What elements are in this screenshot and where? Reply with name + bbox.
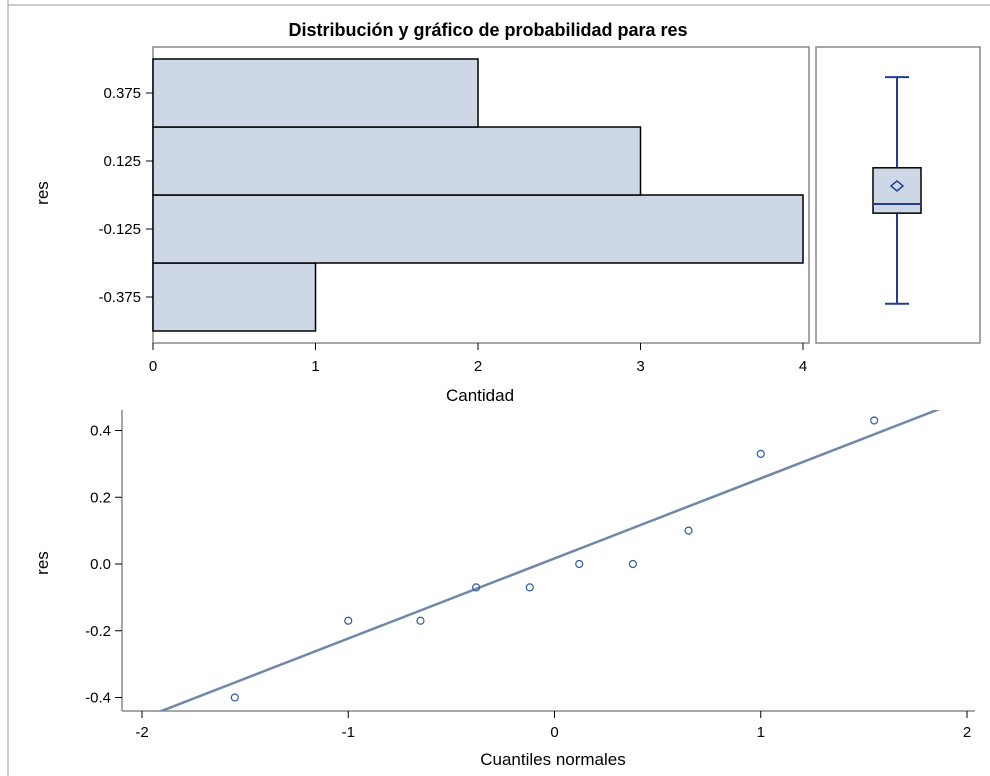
chart-title: Distribución y gráfico de probabilidad p…: [288, 20, 687, 40]
histogram-y-ticks: 0.375 0.125 -0.125 -0.375: [98, 85, 153, 306]
histogram-x-tick-label: 1: [311, 358, 319, 375]
probplot-point: [870, 416, 879, 425]
probplot-point: [684, 526, 693, 535]
boxplot-frame: [815, 46, 981, 344]
histogram-y-tick-label: -0.375: [98, 289, 141, 306]
histogram-x-tick-label: 4: [799, 358, 807, 375]
reference-line-group: [158, 410, 941, 711]
probplot-y-tick-label: 0.4: [90, 423, 111, 440]
probplot-y-tick-label: 0.2: [90, 489, 111, 506]
histogram-bar: [152, 262, 317, 332]
probplot-x-tick-label: 2: [963, 724, 971, 741]
probplot-x-tick-label: -1: [342, 724, 355, 741]
histogram-x-axis-title: Cantidad: [446, 386, 514, 405]
probplot-point: [416, 616, 425, 625]
histogram-x-tick-label: 0: [149, 358, 157, 375]
probplot-point: [230, 693, 239, 702]
histogram-x-ticks: 0 1 2 3 4: [149, 343, 807, 375]
histogram-y-tick-label: 0.125: [103, 153, 141, 170]
probplot-x-ticks: -2 -1 0 1 2: [135, 711, 971, 741]
histogram-y-axis-title: res: [33, 181, 52, 205]
probability-plot-panel: 0.4 0.2 0.0 -0.2 -0.4 -2 -1 0 1 2 res Cuantiles …: [33, 410, 975, 769]
histogram-x-tick-label: 3: [636, 358, 644, 375]
probplot-x-axis-title: Cuantiles normales: [480, 750, 626, 769]
boxplot-panel: [815, 46, 981, 344]
probplot-x-tick-label: 1: [757, 724, 765, 741]
probplot-y-tick-label: -0.2: [85, 623, 111, 640]
boxplot-mean-marker: [889, 179, 905, 192]
probplot-point: [344, 616, 353, 625]
histogram-bar: [152, 194, 804, 264]
probplot-point: [525, 583, 534, 592]
probplot-x-tick-label: -2: [135, 724, 148, 741]
histogram-bars: [152, 58, 804, 332]
histogram-y-tick-label: 0.375: [103, 85, 141, 102]
probplot-y-ticks: 0.4 0.2 0.0 -0.2 -0.4: [85, 423, 122, 707]
probplot-point: [756, 449, 765, 458]
probplot-y-tick-label: 0.0: [90, 556, 111, 573]
probplot-points: [230, 416, 879, 702]
histogram-x-tick-label: 2: [474, 358, 482, 375]
histogram-y-tick-label: -0.125: [98, 221, 141, 238]
probplot-point: [628, 559, 637, 569]
probplot-y-axis-title: res: [33, 551, 52, 575]
probplot-y-tick-label: -0.4: [85, 690, 111, 707]
histogram-bar: [152, 126, 642, 196]
probplot-point: [575, 559, 584, 569]
histogram-bar: [152, 58, 479, 128]
probplot-x-tick-label: 0: [550, 724, 558, 741]
probplot-point: [472, 583, 481, 592]
boxplot-box: [872, 167, 922, 214]
boxplot: [872, 76, 922, 305]
reference-line: [158, 410, 941, 711]
histogram-panel: 0.375 0.125 -0.125 -0.375 0 1 2 3 4 res Cantida…: [33, 46, 810, 405]
